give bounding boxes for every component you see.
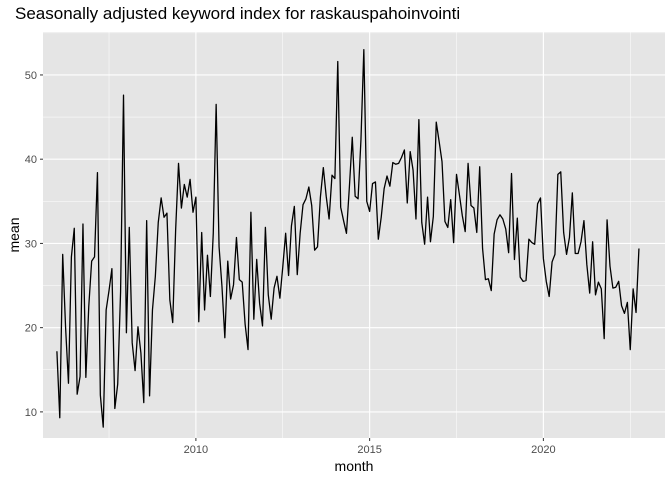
y-tick-label: 30 xyxy=(25,238,37,250)
x-axis-title: month xyxy=(335,458,374,474)
y-tick-label: 10 xyxy=(25,407,37,419)
y-tick-label: 40 xyxy=(25,154,37,166)
y-axis-title: mean xyxy=(6,217,22,252)
x-tick-label: 2015 xyxy=(357,444,381,456)
chart-title: Seasonally adjusted keyword index for ra… xyxy=(15,4,460,23)
series-line xyxy=(56,49,640,428)
minor-gridlines xyxy=(43,32,665,438)
y-tick-label: 20 xyxy=(25,323,37,335)
x-tick-label: 2010 xyxy=(184,444,208,456)
y-tick-label: 50 xyxy=(25,70,37,82)
x-axis: 2010 2015 2020 xyxy=(184,438,556,456)
y-axis: 10 20 30 40 50 xyxy=(25,70,43,419)
plot-background xyxy=(43,32,665,438)
x-tick-label: 2020 xyxy=(531,444,555,456)
